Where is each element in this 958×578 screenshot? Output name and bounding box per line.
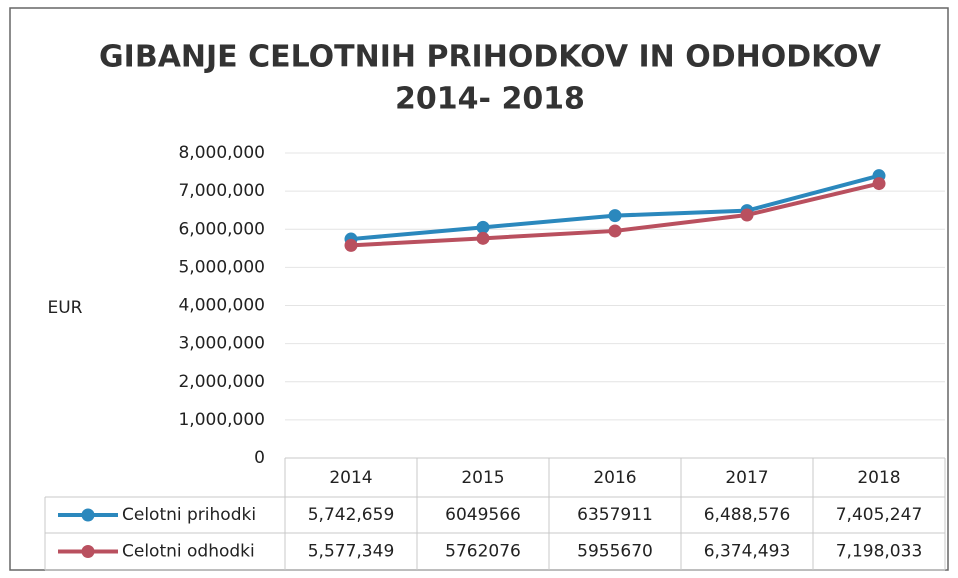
y-tick-label: 0 <box>254 448 265 468</box>
y-tick-label: 5,000,000 <box>178 257 265 277</box>
chart-title: GIBANJE CELOTNIH PRIHODKOV IN ODHODKOV <box>99 40 882 75</box>
point <box>872 177 886 191</box>
x-tick-label: 2017 <box>725 468 768 488</box>
data-label: 5762076 <box>445 542 521 562</box>
point <box>344 238 358 252</box>
data-label: 5,742,659 <box>308 505 395 525</box>
y-tick-label: 4,000,000 <box>178 296 265 316</box>
x-tick-label: 2014 <box>329 468 372 488</box>
x-tick-label: 2018 <box>857 468 900 488</box>
point <box>476 220 490 234</box>
chart-frame <box>9 7 949 571</box>
legend-label: Celotni prihodki <box>122 505 256 525</box>
legend-key <box>81 508 95 522</box>
data-label: 5,577,349 <box>308 542 395 562</box>
data-label: 6357911 <box>577 505 653 525</box>
y-tick-label: 3,000,000 <box>178 334 265 354</box>
data-label: 6049566 <box>445 505 521 525</box>
legend-label: Celotni odhodki <box>122 542 255 562</box>
y-tick-label: 6,000,000 <box>178 219 265 239</box>
data-label: 7,198,033 <box>836 542 923 562</box>
point <box>740 208 754 222</box>
data-label: 7,405,247 <box>836 505 923 525</box>
x-tick-label: 2016 <box>593 468 636 488</box>
legend-key <box>81 545 95 558</box>
data-label: 6,488,576 <box>704 505 791 525</box>
point <box>476 231 490 245</box>
data-label: 5955670 <box>577 542 653 562</box>
y-tick-label: 1,000,000 <box>178 410 265 430</box>
y-tick-label: 7,000,000 <box>178 181 265 201</box>
point <box>608 209 622 223</box>
data-label: 6,374,493 <box>704 542 791 562</box>
y-axis-label: EUR <box>48 298 83 318</box>
chart-title: 2014- 2018 <box>395 82 585 117</box>
y-tick-label: 8,000,000 <box>178 143 265 163</box>
y-tick-label: 2,000,000 <box>178 372 265 392</box>
point <box>608 224 622 238</box>
x-tick-label: 2015 <box>461 468 504 488</box>
